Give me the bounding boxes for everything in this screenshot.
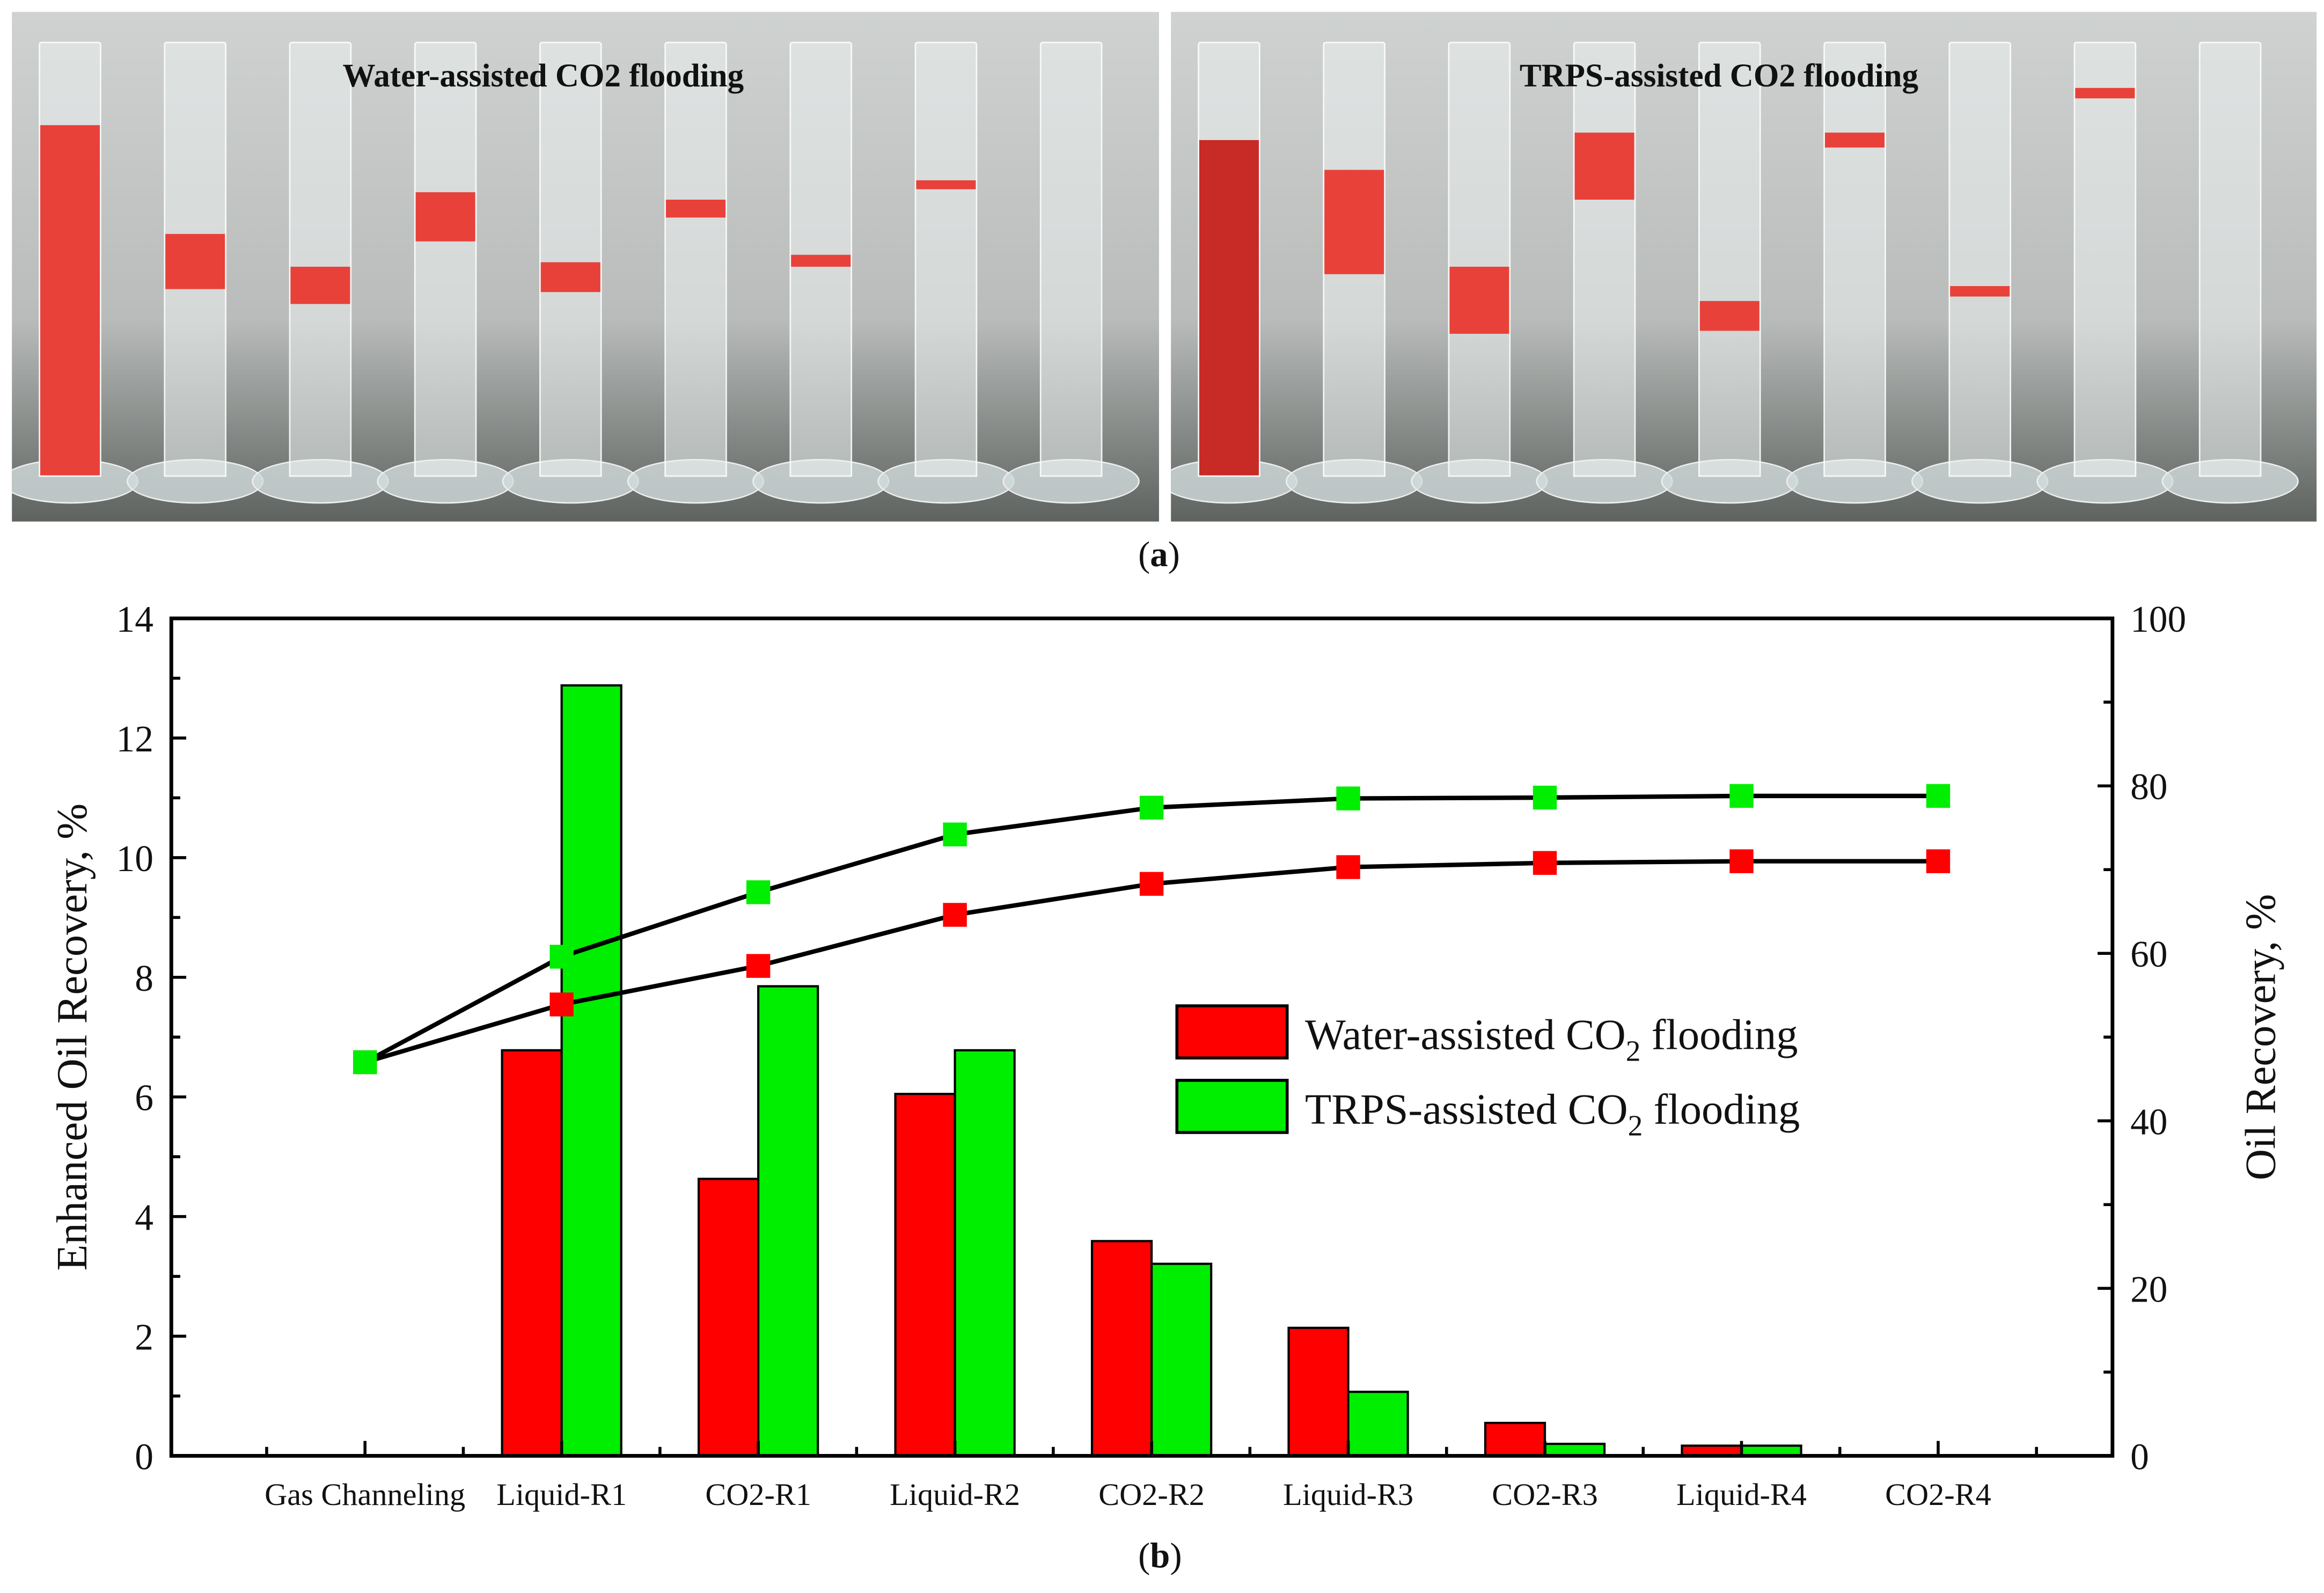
oil-layer bbox=[1824, 133, 1885, 148]
graduated-cylinder bbox=[1448, 41, 1511, 477]
bar-trps-co2-r1 bbox=[757, 985, 819, 1457]
legend-swatch-water bbox=[1175, 1004, 1289, 1059]
graduated-cylinder bbox=[1573, 41, 1636, 477]
y-tick-label: 12 bbox=[116, 719, 153, 760]
oil-layer bbox=[666, 200, 726, 218]
x-tick-label: Liquid-R4 bbox=[1676, 1477, 1807, 1512]
bar-water-co2-r2 bbox=[1090, 1240, 1153, 1457]
graduated-cylinder bbox=[1039, 41, 1103, 477]
y-tick-label: 14 bbox=[116, 599, 153, 640]
graduated-cylinder bbox=[2198, 41, 2262, 477]
y-tick-label: 0 bbox=[135, 1436, 153, 1478]
marker-water bbox=[1533, 851, 1557, 875]
y2-tick-label: 0 bbox=[2130, 1436, 2149, 1478]
graduated-cylinder bbox=[164, 41, 226, 477]
marker-water bbox=[549, 992, 574, 1017]
oil-layer bbox=[540, 262, 600, 293]
oil-layer bbox=[1449, 266, 1509, 334]
photo-trps-assisted: TRPS-assisted CO2 flooding bbox=[1171, 12, 2317, 522]
marker-water bbox=[943, 903, 967, 927]
marker-trps bbox=[1139, 795, 1164, 820]
oil-layer bbox=[290, 266, 350, 304]
caption-a: (a) bbox=[1138, 536, 1180, 575]
marker-water bbox=[1926, 849, 1951, 873]
marker-trps bbox=[549, 945, 574, 969]
oil-layer bbox=[791, 254, 851, 267]
graduated-cylinder bbox=[1698, 41, 1761, 477]
bar-water-liquid-r1 bbox=[501, 1049, 563, 1457]
y-axis-label: Enhanced Oil Recovery, % bbox=[48, 803, 96, 1271]
oil-layer bbox=[165, 233, 225, 289]
y2-axis-label: Oil Recovery, % bbox=[2237, 894, 2284, 1181]
y2-tick-label: 40 bbox=[2130, 1101, 2167, 1143]
graduated-cylinder bbox=[414, 41, 477, 477]
bar-trps-co2-r2 bbox=[1150, 1262, 1213, 1457]
y2-tick-label: 80 bbox=[2130, 766, 2167, 808]
bar-trps-liquid-r3 bbox=[1347, 1391, 1409, 1457]
graduated-cylinder bbox=[1323, 41, 1385, 477]
marker-trps bbox=[746, 880, 771, 904]
photo-title-trps: TRPS-assisted CO2 flooding bbox=[1519, 56, 1919, 94]
graduated-cylinder bbox=[789, 41, 853, 477]
graduated-cylinder bbox=[539, 41, 602, 477]
marker-trps bbox=[943, 822, 967, 846]
bar-water-liquid-r3 bbox=[1287, 1326, 1350, 1457]
x-tick-label: Liquid-R2 bbox=[890, 1477, 1020, 1512]
bar-water-co2-r1 bbox=[698, 1178, 760, 1457]
oil-layer bbox=[1324, 170, 1384, 274]
y-tick-label: 10 bbox=[116, 838, 153, 880]
oil-layer bbox=[1699, 301, 1760, 331]
y-tick-label: 6 bbox=[135, 1078, 153, 1119]
oil-layer bbox=[1950, 286, 2010, 297]
oil-layer bbox=[916, 180, 976, 189]
bar-trps-liquid-r1 bbox=[560, 684, 622, 1457]
y2-tick-label: 100 bbox=[2130, 599, 2186, 640]
oil-layer bbox=[1574, 133, 1634, 200]
y-tick-label: 2 bbox=[135, 1317, 153, 1358]
marker-trps bbox=[1533, 785, 1557, 810]
caption-b: (b) bbox=[1138, 1538, 1182, 1577]
y-tick-label: 4 bbox=[135, 1197, 153, 1239]
x-tick-label: CO2-R4 bbox=[1885, 1477, 1991, 1512]
x-tick-label: CO2-R1 bbox=[705, 1477, 811, 1512]
y2-tick-label: 60 bbox=[2130, 934, 2167, 975]
graduated-cylinder bbox=[1948, 41, 2012, 477]
graduated-cylinder bbox=[914, 41, 978, 477]
y2-tick-label: 20 bbox=[2130, 1269, 2167, 1310]
photo-title-water: Water-assisted CO2 flooding bbox=[342, 56, 744, 94]
legend: Water-assisted CO2 flooding TRPS-assiste… bbox=[1175, 1004, 1800, 1143]
graduated-cylinder bbox=[2073, 41, 2137, 477]
x-tick-label: Liquid-R3 bbox=[1283, 1477, 1413, 1512]
marker-water bbox=[746, 954, 771, 978]
x-tick-label: CO2-R3 bbox=[1492, 1477, 1598, 1512]
x-tick-label: CO2-R2 bbox=[1098, 1477, 1205, 1512]
marker-water bbox=[1336, 855, 1360, 879]
marker-trps bbox=[1926, 784, 1951, 808]
bar-trps-liquid-r2 bbox=[954, 1049, 1016, 1457]
oil-layer bbox=[2075, 87, 2135, 99]
graduated-cylinder bbox=[39, 41, 101, 477]
bar-water-co2-r3 bbox=[1484, 1422, 1546, 1457]
bar-water-liquid-r2 bbox=[894, 1093, 956, 1457]
graduated-cylinder bbox=[1823, 41, 1886, 477]
graduated-cylinder bbox=[664, 41, 727, 477]
photo-water-assisted: Water-assisted CO2 flooding bbox=[12, 12, 1159, 522]
marker-water bbox=[1729, 849, 1754, 873]
oil-layer bbox=[40, 125, 100, 476]
x-tick-label: Gas Channeling bbox=[265, 1477, 465, 1512]
graduated-cylinder bbox=[1198, 41, 1260, 477]
marker-trps bbox=[1729, 784, 1754, 808]
marker-trps bbox=[353, 1050, 377, 1075]
x-tick-label: Liquid-R1 bbox=[496, 1477, 627, 1512]
legend-label-trps: TRPS-assisted CO2 flooding bbox=[1305, 1085, 1800, 1142]
marker-trps bbox=[1336, 786, 1360, 810]
legend-label-water: Water-assisted CO2 flooding bbox=[1305, 1011, 1798, 1068]
graduated-cylinder bbox=[289, 41, 352, 477]
oil-layer bbox=[415, 192, 475, 242]
marker-water bbox=[1139, 872, 1164, 896]
oil-layer bbox=[1199, 140, 1259, 476]
y-tick-label: 8 bbox=[135, 958, 153, 999]
legend-swatch-trps bbox=[1175, 1079, 1289, 1134]
